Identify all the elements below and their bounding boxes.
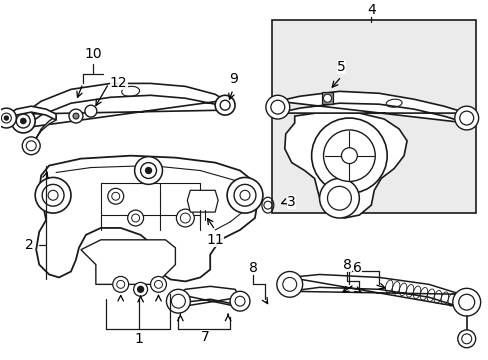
Circle shape (20, 118, 26, 124)
Circle shape (133, 282, 147, 296)
Circle shape (48, 190, 58, 200)
Circle shape (11, 109, 35, 133)
Circle shape (166, 289, 190, 313)
Polygon shape (277, 91, 466, 123)
Circle shape (42, 184, 64, 206)
Text: 2: 2 (25, 238, 34, 252)
Circle shape (137, 286, 143, 292)
Circle shape (176, 209, 194, 227)
Circle shape (180, 213, 190, 223)
Circle shape (452, 288, 480, 316)
Circle shape (154, 280, 162, 288)
Polygon shape (289, 274, 460, 307)
Circle shape (327, 186, 351, 210)
Circle shape (323, 94, 331, 102)
Circle shape (240, 190, 249, 200)
Polygon shape (29, 116, 56, 146)
Circle shape (4, 116, 8, 120)
Circle shape (458, 294, 474, 310)
Circle shape (134, 157, 162, 184)
Circle shape (26, 141, 36, 151)
Circle shape (145, 167, 151, 174)
Text: 6: 6 (352, 261, 361, 275)
Circle shape (0, 108, 16, 128)
Polygon shape (284, 111, 406, 218)
Text: 10: 10 (84, 47, 102, 61)
Circle shape (459, 111, 473, 125)
Circle shape (461, 334, 471, 344)
Circle shape (323, 130, 374, 181)
Circle shape (282, 278, 296, 291)
Text: 11: 11 (206, 233, 224, 247)
Circle shape (73, 113, 79, 119)
Circle shape (234, 184, 255, 206)
Circle shape (141, 163, 156, 179)
Circle shape (69, 109, 83, 123)
Circle shape (107, 188, 123, 204)
Bar (271, 20, 475, 213)
Text: 9: 9 (228, 72, 237, 86)
Polygon shape (6, 106, 56, 121)
Circle shape (230, 291, 249, 311)
Circle shape (265, 95, 289, 119)
Circle shape (127, 210, 143, 226)
Circle shape (16, 114, 30, 128)
Text: 8: 8 (342, 257, 351, 271)
Text: 5: 5 (336, 59, 345, 73)
Circle shape (112, 192, 120, 200)
Circle shape (150, 276, 166, 292)
Circle shape (22, 137, 40, 155)
Polygon shape (178, 286, 240, 307)
Circle shape (276, 271, 302, 297)
Circle shape (341, 148, 357, 163)
Circle shape (1, 113, 11, 123)
Circle shape (215, 95, 235, 115)
Circle shape (113, 276, 128, 292)
Polygon shape (23, 84, 224, 128)
Circle shape (311, 118, 386, 193)
Text: 1: 1 (134, 332, 143, 346)
Circle shape (457, 330, 475, 348)
Text: 4: 4 (366, 3, 375, 17)
Circle shape (319, 179, 359, 218)
Text: 7: 7 (201, 330, 209, 344)
Bar (321, 92, 333, 104)
Polygon shape (81, 240, 175, 284)
Text: 8: 8 (248, 261, 257, 275)
Circle shape (235, 296, 244, 306)
Circle shape (454, 106, 478, 130)
Circle shape (171, 294, 185, 308)
Circle shape (264, 201, 271, 209)
Text: 12: 12 (110, 76, 127, 90)
Circle shape (131, 214, 139, 222)
Polygon shape (187, 190, 218, 212)
Circle shape (85, 105, 97, 117)
Polygon shape (36, 156, 257, 282)
Circle shape (226, 177, 263, 213)
Circle shape (117, 280, 124, 288)
Circle shape (270, 100, 284, 114)
Circle shape (220, 100, 230, 110)
Text: 3: 3 (287, 195, 296, 209)
Circle shape (35, 177, 71, 213)
